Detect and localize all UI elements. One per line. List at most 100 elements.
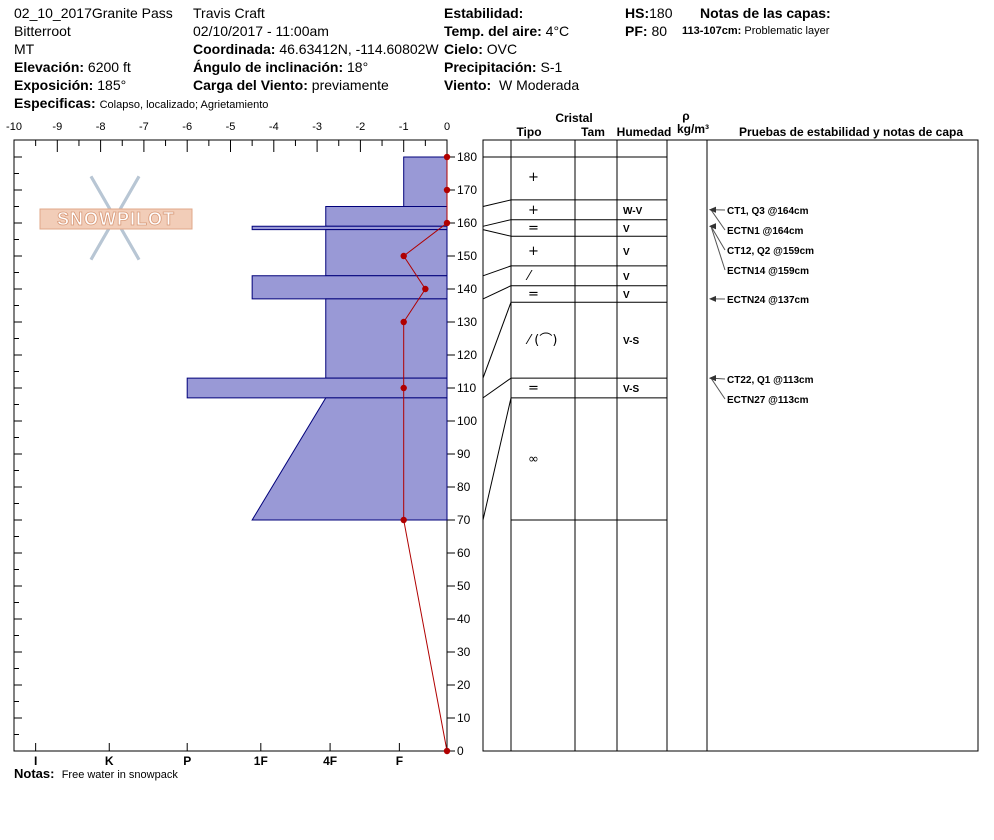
test-arrow [709, 206, 716, 213]
hardness-layers [186, 156, 448, 521]
temperature-point [400, 384, 407, 392]
temp-tick-label: -1 [399, 121, 409, 133]
temperature-profile [400, 153, 451, 755]
hardness-layer [251, 275, 448, 300]
temp-tick-label: 0 [444, 121, 450, 133]
test-result: CT1, Q3 @164cm [727, 206, 809, 217]
logo-banner [39, 208, 193, 230]
header-tipo: Tipo [516, 125, 541, 139]
height-tick-label: 120 [457, 348, 477, 362]
hardness-layer [186, 377, 448, 399]
observer: Travis Craft [193, 5, 265, 21]
grain-type: = [528, 381, 539, 396]
wind: Viento: W Moderada [444, 77, 580, 93]
grain-type: + [528, 203, 539, 218]
test-leader [710, 226, 726, 251]
temperature-point [422, 285, 429, 293]
stability-tests: CT1, Q3 @164cm ECTN1 @164cm CT12, Q2 @159c… [709, 206, 814, 406]
header-tam: Tam [581, 125, 605, 139]
test-arrow [709, 223, 716, 230]
pit-name: 02_10_2017Granite Pass [14, 5, 173, 21]
test-leader [710, 226, 726, 271]
test-leader [710, 377, 726, 400]
hardness-tick-label: P [183, 754, 191, 768]
temperature-point [443, 747, 451, 755]
layer-note: 113-107cm: Problematic layer [682, 25, 830, 37]
height-tick-label: 100 [457, 414, 477, 428]
temperature-point [400, 252, 407, 260]
height-tick-label: 10 [457, 711, 471, 725]
precipitation: Precipitación: S-1 [444, 59, 563, 75]
test-result: CT12, Q2 @159cm [727, 246, 814, 257]
table-border [482, 139, 979, 752]
grain-type: + [528, 244, 539, 259]
layer-connector [482, 229, 512, 237]
height-tick-label: 0 [457, 744, 464, 758]
state: MT [14, 41, 35, 57]
temp-tick-label: -8 [96, 121, 106, 133]
height-tick-label: 150 [457, 249, 477, 263]
wetness: V [623, 247, 630, 258]
test-result: ECTN1 @164cm [727, 226, 804, 237]
wetness: V-S [623, 384, 639, 395]
temperature-point [443, 186, 451, 194]
test-result: ECTN27 @113cm [727, 395, 809, 406]
layer-table: Cristal Tipo Tam Humedad ρkg/m³ Pruebas de es… [482, 109, 979, 752]
logo-text: SNOWPILOT [57, 209, 175, 229]
height-tick-label: 30 [457, 645, 471, 659]
header-cristal: Cristal [555, 111, 592, 125]
grain-type: = [528, 287, 539, 302]
datetime: 02/10/2017 - 11:00am [193, 23, 329, 39]
hardness-tick-label: I [34, 754, 37, 768]
layer-connector [482, 265, 512, 277]
temp-tick-label: -9 [52, 121, 62, 133]
test-arrow [709, 295, 716, 302]
pit-notes: Notas: Free water in snowpack [14, 766, 178, 781]
header-tests: Pruebas de estabilidad y notas de capa [739, 125, 963, 139]
temp-tick-label: -10 [6, 121, 22, 133]
height-tick-label: 110 [457, 381, 476, 395]
layer-connector [482, 219, 512, 227]
height-tick-label: 60 [457, 546, 471, 560]
grain-type: ∞ [528, 452, 539, 467]
grain-type: ⁄ [525, 269, 533, 284]
range: Bitterroot [14, 23, 71, 39]
header-density-unit: kg/m³ [677, 122, 709, 136]
hardness-tick-label: 4F [323, 754, 337, 768]
temperature-point [400, 318, 407, 326]
hardness-layer [325, 298, 448, 379]
temp-tick-label: -2 [356, 121, 366, 133]
layer-connector [482, 199, 512, 207]
test-result: ECTN24 @137cm [727, 295, 809, 306]
height-tick-label: 70 [457, 513, 471, 527]
grain-type: = [528, 221, 539, 236]
wetness: V-S [623, 336, 639, 347]
wetness: W-V [623, 206, 643, 217]
height-tick-label: 180 [457, 150, 477, 164]
height-tick-label: 170 [457, 183, 477, 197]
sky: Cielo: OVC [444, 41, 518, 57]
test-arrow [709, 375, 716, 382]
temp-tick-label: -7 [139, 121, 149, 133]
height-tick-label: 80 [457, 480, 471, 494]
slope-angle: Ángulo de inclinación: 18° [193, 59, 369, 75]
aspect: Exposición: 185° [14, 77, 127, 93]
height-tick-label: 130 [457, 315, 477, 329]
hardness-layer [403, 156, 448, 207]
layer-connector [482, 397, 512, 521]
temperature-point [443, 153, 451, 161]
height-tick-label: 90 [457, 447, 471, 461]
header-humedad: Humedad [617, 125, 672, 139]
snowpilot-logo: SNOWPILOT [39, 175, 193, 261]
air-temp: Temp. del aire: 4°C [444, 23, 570, 39]
wetness: V [623, 290, 630, 301]
wind-loading: Carga del Viento: previamente [193, 77, 389, 93]
hardness-tick-label: K [105, 754, 114, 768]
stability: Estabilidad: [444, 5, 524, 21]
temp-tick-label: -5 [226, 121, 236, 133]
wetness: V [623, 224, 630, 235]
test-result: ECTN14 @159cm [727, 266, 809, 277]
layer-connector [482, 285, 512, 300]
grain-type: + [528, 170, 539, 185]
